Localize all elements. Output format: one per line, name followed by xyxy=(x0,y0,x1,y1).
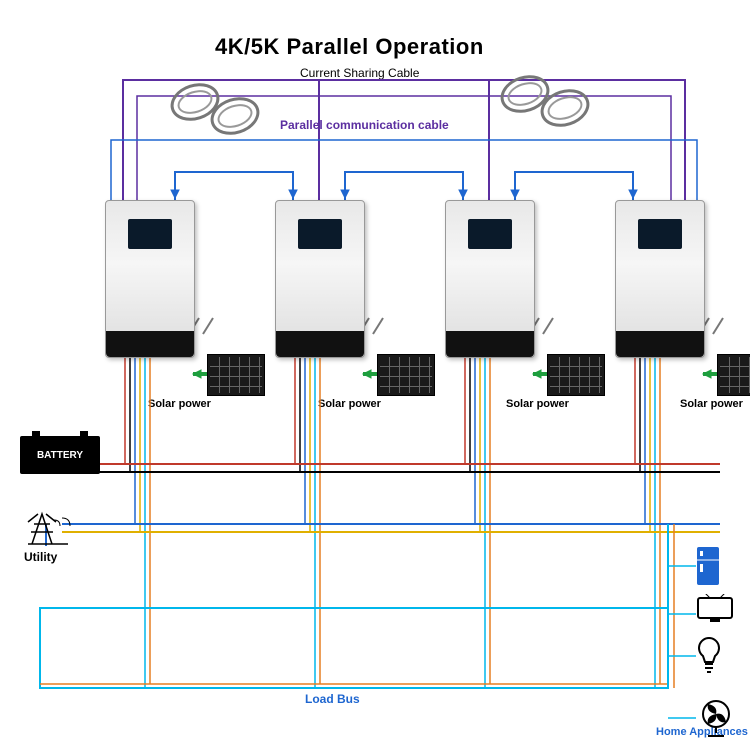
fan-icon xyxy=(696,698,736,738)
inverter-unit xyxy=(275,200,365,358)
wiring-layer xyxy=(0,0,750,750)
inverter-unit xyxy=(615,200,705,358)
solar-panel-icon xyxy=(547,354,605,396)
solar-panel-icon xyxy=(207,354,265,396)
inverter-unit xyxy=(105,200,195,358)
solar-panel-icon xyxy=(717,354,750,396)
fridge-icon xyxy=(696,546,736,586)
inverter-unit xyxy=(445,200,535,358)
bulb-icon xyxy=(696,636,736,676)
utility-tower-icon xyxy=(24,510,60,546)
solar-panel-icon xyxy=(377,354,435,396)
tv-icon xyxy=(696,594,736,634)
battery-icon: BATTERY xyxy=(20,436,100,474)
